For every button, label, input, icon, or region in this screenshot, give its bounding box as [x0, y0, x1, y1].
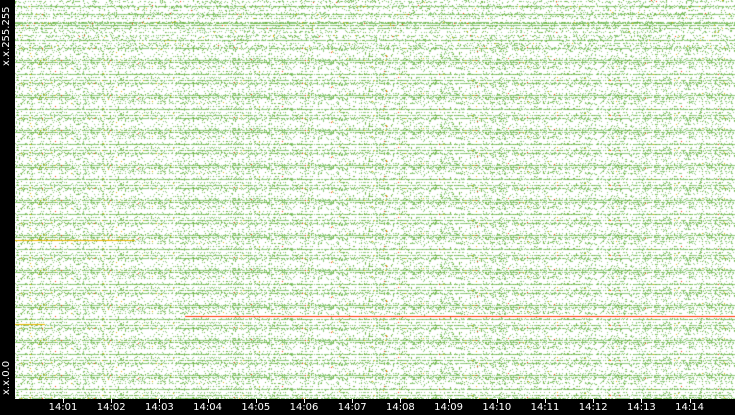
- x-tick: [159, 399, 161, 403]
- x-tick-label: 14:03: [144, 402, 174, 413]
- x-tick: [448, 399, 450, 403]
- x-tick-label: 14:06: [289, 402, 319, 413]
- y-label-top: x.x.255.255: [1, 6, 12, 66]
- x-tick-label: 14:01: [48, 402, 78, 413]
- x-tick-label: 14:05: [241, 402, 271, 413]
- x-tick: [400, 399, 402, 403]
- x-tick-label: 14:14: [675, 402, 704, 413]
- x-tick: [304, 399, 305, 403]
- x-tick-label: 14:02: [96, 402, 126, 413]
- x-tick-label: 14:11: [530, 402, 560, 413]
- x-tick: [255, 399, 257, 403]
- x-tick: [545, 399, 546, 403]
- heatmap-canvas[interactable]: [15, 0, 735, 399]
- x-tick-label: 14:07: [337, 402, 367, 413]
- x-tick: [63, 399, 64, 403]
- y-axis: x.x.255.255 x.x.0.0: [0, 0, 15, 399]
- x-tick-label: 14:13: [626, 402, 656, 413]
- x-tick: [641, 399, 643, 403]
- x-tick-label: 14:08: [385, 402, 415, 413]
- x-tick-label: 14:04: [193, 402, 222, 413]
- x-axis: 14:01 14:02 14:03 14:04 14:05 14:06 14:07 14:08…: [0, 399, 735, 415]
- x-tick: [207, 399, 209, 403]
- x-tick: [496, 399, 498, 403]
- x-tick-label: 14:12: [578, 402, 608, 413]
- x-tick-label: 14:10: [482, 402, 512, 413]
- x-tick: [689, 399, 691, 403]
- x-tick: [593, 399, 595, 403]
- x-tick-label: 14:09: [434, 402, 463, 413]
- x-tick: [352, 399, 354, 403]
- y-label-bottom: x.x.0.0: [1, 360, 12, 395]
- x-tick: [111, 399, 113, 403]
